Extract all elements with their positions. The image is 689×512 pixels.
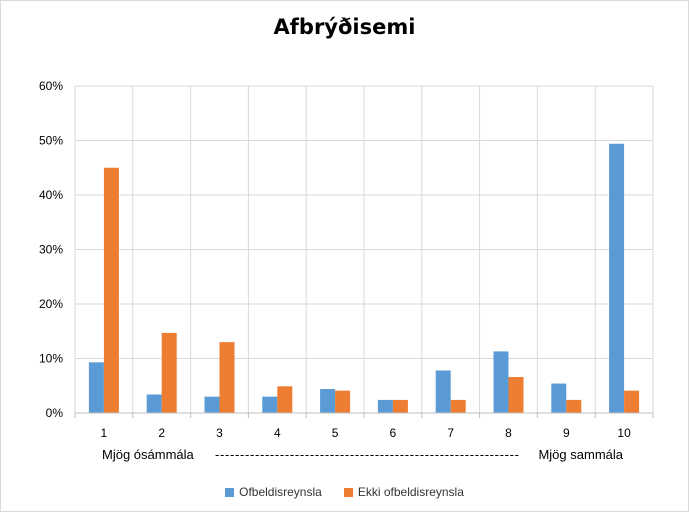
x-tick-label: 4: [274, 426, 281, 440]
x-tick-label: 3: [216, 426, 223, 440]
y-tick-label: 30%: [39, 243, 63, 257]
chart-title: Afbrýðisemi: [273, 15, 416, 39]
y-tick-label: 20%: [39, 297, 63, 311]
legend-item: Ekki ofbeldisreynsla: [343, 485, 464, 499]
bar: [566, 399, 582, 413]
bar: [435, 370, 451, 413]
x-tick-label: 6: [390, 426, 397, 440]
bar: [551, 383, 567, 413]
bar: [450, 399, 466, 413]
bar: [392, 399, 408, 413]
x-tick-label: 1: [101, 426, 108, 440]
y-tick-label: 0%: [46, 406, 64, 420]
bar: [204, 396, 220, 413]
y-tick-label: 50%: [39, 134, 63, 148]
legend: Ofbeldisreynsla Ekki ofbeldisreynsla: [1, 485, 688, 499]
legend-swatch: [343, 487, 353, 497]
scale-right-label: Mjög sammála: [538, 447, 623, 462]
bar: [103, 167, 119, 413]
bar: [161, 332, 177, 413]
bar: [624, 390, 640, 413]
bar: [493, 351, 509, 413]
x-tick-label: 5: [332, 426, 339, 440]
scale-left-label: Mjög ósámmála: [102, 447, 195, 462]
x-tick-label: 7: [447, 426, 454, 440]
scale-dashes: ----------------------------------------…: [215, 447, 519, 462]
bar: [609, 143, 625, 413]
bar: [377, 399, 393, 413]
x-tick-label: 8: [505, 426, 512, 440]
legend-label: Ofbeldisreynsla: [239, 485, 322, 499]
bar: [88, 362, 104, 413]
bar: [335, 390, 351, 413]
legend-item: Ofbeldisreynsla: [225, 485, 322, 499]
x-tick-label: 9: [563, 426, 570, 440]
bar: [277, 386, 293, 413]
bar: [146, 394, 162, 413]
bar: [262, 396, 278, 413]
legend-label: Ekki ofbeldisreynsla: [357, 485, 464, 499]
y-tick-label: 60%: [39, 79, 63, 93]
x-tick-label: 10: [617, 426, 631, 440]
bar: [508, 377, 524, 413]
plot-area: 0% 10% 20% 30% 40% 50% 60% 1 2 3 4 5 6 7 8 9 10 Mjög ósám…: [39, 79, 654, 462]
y-tick-label: 10%: [39, 352, 63, 366]
y-tick-label: 40%: [39, 188, 63, 202]
bar: [219, 342, 235, 413]
bar: [320, 389, 336, 413]
legend-swatch: [225, 487, 235, 497]
x-tick-label: 2: [158, 426, 165, 440]
